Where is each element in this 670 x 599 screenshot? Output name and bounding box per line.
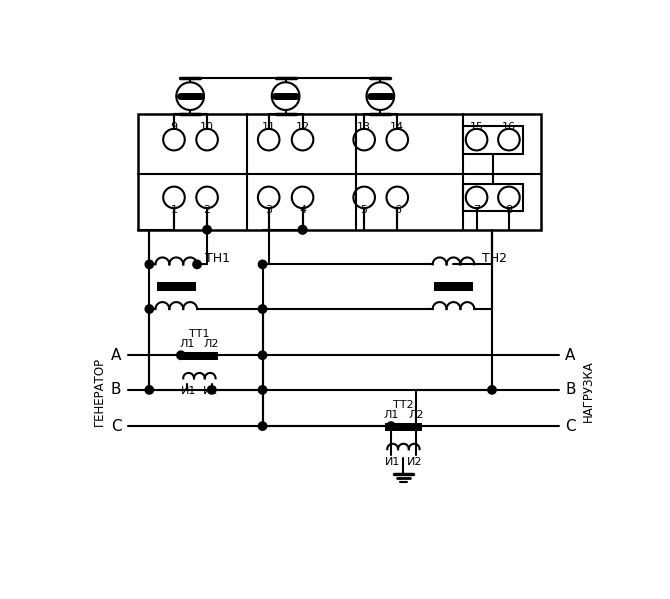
Text: Л2: Л2: [408, 410, 423, 420]
Bar: [434, 282, 473, 291]
Bar: [463, 183, 523, 211]
Bar: [157, 282, 196, 291]
Circle shape: [387, 422, 395, 430]
Text: 13: 13: [357, 122, 371, 132]
Text: 16: 16: [502, 122, 516, 132]
Circle shape: [299, 226, 306, 234]
Circle shape: [145, 261, 153, 268]
Text: 1: 1: [170, 205, 178, 216]
Text: B: B: [565, 382, 576, 397]
Circle shape: [488, 386, 496, 394]
Text: Л2: Л2: [204, 340, 220, 349]
Bar: [138, 114, 541, 230]
Text: C: C: [565, 419, 576, 434]
Text: 10: 10: [200, 122, 214, 132]
Circle shape: [203, 226, 211, 234]
Text: 12: 12: [295, 122, 310, 132]
Circle shape: [145, 386, 153, 394]
Text: 11: 11: [262, 122, 275, 132]
Text: A: A: [111, 348, 121, 363]
Text: И1: И1: [181, 386, 196, 397]
Circle shape: [259, 352, 267, 359]
Text: 4: 4: [299, 205, 306, 216]
Circle shape: [259, 386, 267, 394]
Text: ТН1: ТН1: [205, 252, 230, 265]
Text: 2: 2: [204, 205, 210, 216]
Text: 8: 8: [505, 205, 513, 216]
Bar: [385, 423, 422, 431]
Text: B: B: [111, 382, 121, 397]
Text: ТН2: ТН2: [482, 252, 507, 265]
Bar: [181, 352, 218, 360]
Text: ТТ1: ТТ1: [189, 329, 210, 340]
Text: НАГРУЗКА: НАГРУЗКА: [582, 361, 595, 422]
Circle shape: [193, 261, 201, 268]
Text: A: A: [565, 348, 576, 363]
Text: 15: 15: [470, 122, 484, 132]
Circle shape: [145, 305, 153, 313]
Text: 9: 9: [170, 122, 178, 132]
Text: И2: И2: [202, 386, 218, 397]
Circle shape: [177, 352, 185, 359]
Text: 3: 3: [265, 205, 272, 216]
Text: 14: 14: [390, 122, 404, 132]
Text: ГЕНЕРАТОР: ГЕНЕРАТОР: [92, 357, 106, 426]
Bar: [463, 126, 523, 153]
Text: И2: И2: [407, 457, 422, 467]
Circle shape: [259, 422, 267, 430]
Text: 7: 7: [473, 205, 480, 216]
Circle shape: [299, 226, 306, 234]
Text: И1: И1: [385, 457, 401, 467]
Text: C: C: [111, 419, 121, 434]
Circle shape: [259, 305, 267, 313]
Text: Л1: Л1: [383, 410, 399, 420]
Text: Л1: Л1: [180, 340, 195, 349]
Circle shape: [208, 386, 216, 394]
Circle shape: [259, 261, 267, 268]
Text: 6: 6: [394, 205, 401, 216]
Text: 5: 5: [360, 205, 368, 216]
Text: ТТ2: ТТ2: [393, 400, 414, 410]
